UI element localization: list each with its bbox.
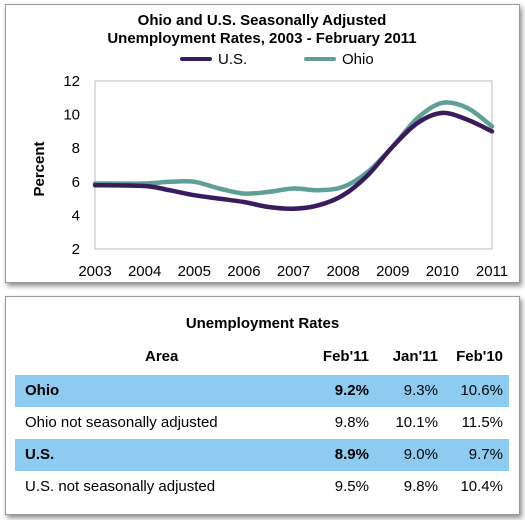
legend-label-us: U.S. bbox=[218, 51, 247, 68]
chart-title-line-2: Unemployment Rates, 2003 - February 2011 bbox=[107, 30, 416, 47]
rates-table-panel: Unemployment Rates Area Feb'11 Jan'11 Fe… bbox=[5, 296, 520, 515]
header-jan11: Jan'11 bbox=[392, 348, 438, 365]
line-chart: Ohio and U.S. Seasonally Adjusted Unempl… bbox=[31, 12, 508, 280]
row-jan11: 10.1% bbox=[395, 414, 438, 431]
row-feb11: 9.5% bbox=[334, 478, 369, 495]
legend-label-ohio: Ohio bbox=[342, 51, 374, 68]
x-tick-label: 2005 bbox=[178, 263, 211, 280]
row-feb10: 11.5% bbox=[461, 414, 503, 431]
header-area: Area bbox=[145, 348, 179, 365]
x-tick-label: 2010 bbox=[426, 263, 459, 280]
series-line-us bbox=[92, 110, 495, 212]
row-area: U.S. bbox=[25, 446, 55, 463]
table-row-us-nsa: U.S. not seasonally adjusted 9.5% 9.8% 1… bbox=[15, 471, 509, 503]
row-feb11: 9.2% bbox=[334, 382, 369, 399]
table-title: Unemployment Rates bbox=[185, 315, 340, 332]
x-tick-label: 2003 bbox=[78, 263, 111, 280]
row-feb10: 10.6% bbox=[460, 382, 503, 399]
x-tick-label: 2009 bbox=[376, 263, 409, 280]
x-tick-label: 2004 bbox=[128, 263, 161, 280]
x-tick-label: 2007 bbox=[277, 263, 310, 280]
row-feb10: 9.7% bbox=[468, 446, 503, 463]
table-row-us: U.S. 8.9% 9.0% 9.7% bbox=[15, 439, 509, 471]
series-line-ohio bbox=[92, 100, 495, 196]
y-tick-label: 2 bbox=[72, 241, 80, 258]
y-tick-label: 10 bbox=[63, 107, 80, 124]
row-area: Ohio bbox=[25, 382, 60, 399]
row-jan11: 9.3% bbox=[403, 382, 438, 399]
header-feb11: Feb'11 bbox=[322, 348, 369, 365]
x-tick-label: 2008 bbox=[326, 263, 359, 280]
row-area: U.S. not seasonally adjusted bbox=[25, 478, 216, 495]
row-jan11: 9.0% bbox=[403, 446, 438, 463]
header-feb10: Feb'10 bbox=[456, 348, 503, 365]
table-row-ohio: Ohio 9.2% 9.3% 10.6% bbox=[15, 375, 509, 407]
row-jan11: 9.8% bbox=[403, 478, 438, 495]
y-axis-label: Percent bbox=[31, 141, 48, 196]
row-feb11: 8.9% bbox=[334, 446, 369, 463]
plot-area-frame bbox=[94, 80, 493, 250]
row-feb10: 10.4% bbox=[460, 478, 503, 495]
y-tick-label: 6 bbox=[72, 174, 80, 191]
y-tick-label: 8 bbox=[72, 140, 80, 157]
table-row-ohio-nsa: Ohio not seasonally adjusted 9.8% 10.1% … bbox=[15, 407, 509, 439]
x-tick-labels: 2003 2004 2005 2006 2007 2008 2009 2010 2011 bbox=[78, 263, 508, 280]
series-lines bbox=[92, 100, 495, 212]
row-area: Ohio not seasonally adjusted bbox=[25, 414, 218, 431]
y-tick-label: 4 bbox=[72, 207, 80, 224]
x-tick-label: 2006 bbox=[227, 263, 260, 280]
table-header-row: Area Feb'11 Jan'11 Feb'10 bbox=[15, 341, 509, 373]
y-tick-labels: 2 4 6 8 10 12 bbox=[63, 73, 80, 258]
x-tick-label: 2011 bbox=[476, 263, 508, 280]
chart-panel: Ohio and U.S. Seasonally Adjusted Unempl… bbox=[5, 4, 520, 283]
row-feb11: 9.8% bbox=[334, 414, 369, 431]
chart-title-line-1: Ohio and U.S. Seasonally Adjusted bbox=[138, 12, 387, 29]
legend: U.S. Ohio bbox=[180, 51, 374, 68]
y-tick-label: 12 bbox=[63, 73, 80, 90]
